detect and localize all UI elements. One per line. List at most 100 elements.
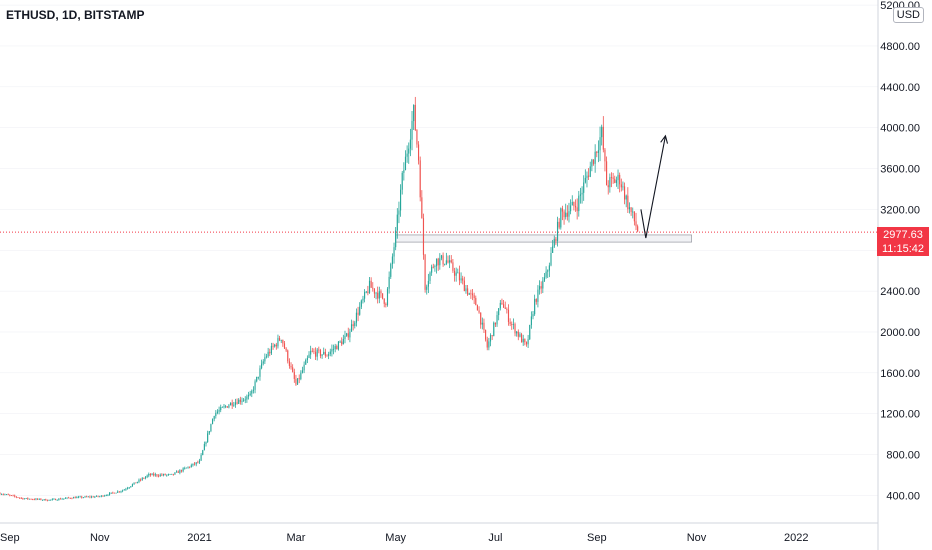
candle-body (30, 498, 32, 500)
candle-body (311, 350, 313, 352)
candle-body (141, 478, 143, 480)
y-tick-label: 800.00 (886, 450, 920, 462)
candle-body (61, 498, 63, 500)
candle-body (233, 404, 235, 406)
candle-body (148, 474, 150, 476)
candle-body (375, 292, 377, 294)
candle-body (55, 498, 57, 501)
candle-body (364, 292, 366, 299)
candle-body (99, 496, 101, 498)
support-zone (395, 234, 692, 243)
candle-body (156, 474, 158, 476)
candle-body (525, 342, 528, 345)
candle-body (267, 351, 269, 357)
candle-body (602, 126, 604, 150)
candle-body (318, 349, 320, 351)
candle-body (334, 346, 336, 349)
candle-body (86, 496, 88, 498)
candle-body (295, 378, 297, 385)
candle-body (362, 298, 364, 301)
candle-body (404, 156, 407, 171)
candle-body (622, 186, 624, 188)
candle-body (25, 498, 27, 499)
candle-body (385, 303, 387, 306)
candle-body (68, 497, 70, 499)
candle-body (90, 496, 93, 498)
candle-body (321, 354, 323, 356)
candle-body (274, 344, 276, 347)
candle-body (419, 160, 421, 198)
candle-body (95, 495, 98, 497)
candle-body (370, 280, 372, 288)
candle-body (182, 468, 184, 472)
candle-body (558, 221, 560, 228)
candle-body (534, 298, 536, 315)
candle-body (467, 288, 469, 295)
candle-body (434, 266, 436, 267)
bar-countdown: 11:15:42 (881, 243, 924, 255)
candle-body (110, 492, 112, 494)
candle-body (599, 137, 601, 151)
candle-body (377, 292, 379, 299)
candle-body (620, 184, 622, 188)
candle-body (431, 266, 433, 273)
candle-body (104, 495, 106, 497)
candle-body (122, 490, 124, 492)
candle-body (43, 499, 45, 500)
candle-body (532, 314, 534, 317)
candle-body (221, 406, 223, 408)
candle-body (386, 288, 389, 306)
candle-body (153, 473, 155, 476)
candle-body (427, 280, 429, 287)
candle-body (328, 354, 330, 356)
candle-body (79, 496, 81, 498)
candle-body (506, 308, 508, 310)
candle-body (14, 495, 16, 497)
candle-body (324, 351, 326, 356)
candle-body (475, 298, 477, 306)
candle-body (395, 230, 397, 248)
candle-body (504, 307, 506, 309)
candle-body (210, 424, 212, 432)
candle-body (169, 474, 171, 475)
candle-body (316, 349, 318, 357)
candle-body (189, 466, 191, 468)
currency-badge[interactable]: USD (892, 7, 924, 23)
candle-body (92, 496, 94, 498)
y-tick-label: 2400.00 (880, 286, 920, 298)
candle-body (347, 333, 349, 338)
candle-body (166, 474, 168, 476)
candle-body (172, 473, 174, 475)
candle-body (543, 277, 546, 281)
candle-body (190, 465, 192, 468)
candle-body (203, 444, 205, 451)
candle-body (624, 186, 626, 200)
candle-body (15, 496, 17, 498)
candle-body (527, 339, 529, 345)
candle-body (372, 287, 374, 289)
candle-body (409, 139, 411, 149)
candle-body (319, 350, 322, 356)
y-tick-label: 3200.00 (880, 204, 920, 216)
candle-body (462, 278, 464, 281)
candle-body (136, 481, 138, 484)
candle-body (396, 214, 398, 231)
candle-body (503, 304, 505, 308)
candle-body (185, 467, 187, 469)
candle-body (630, 207, 632, 212)
candle-body (205, 442, 207, 445)
candle-body (579, 194, 582, 196)
candle-body (208, 431, 210, 434)
candle-body (138, 479, 140, 482)
candle-body (555, 238, 557, 242)
candle-body (118, 491, 120, 493)
candle-body (480, 312, 482, 325)
candle-body (161, 474, 163, 476)
candle-body (417, 144, 420, 161)
candle-body (272, 345, 274, 347)
candle-body (491, 335, 493, 337)
candle-body (228, 405, 230, 408)
candle-body (305, 360, 307, 365)
candle-body (547, 270, 549, 272)
